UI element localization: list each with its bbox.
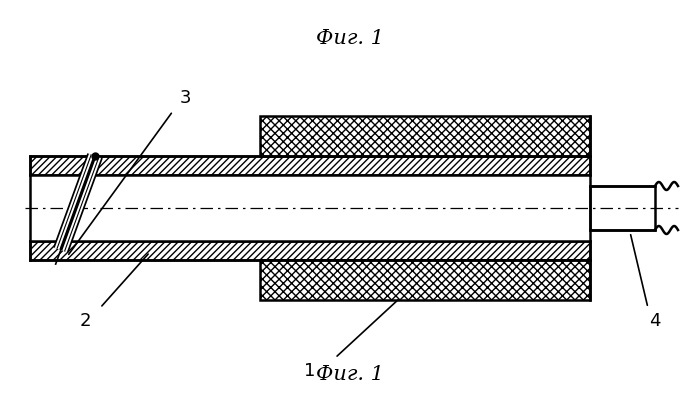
Bar [30, 156, 590, 175]
Bar [260, 260, 590, 300]
Text: 1: 1 [304, 362, 316, 380]
Bar [30, 175, 590, 241]
Bar [30, 241, 590, 260]
Text: 3: 3 [179, 89, 190, 107]
Text: Фиг. 1: Фиг. 1 [316, 29, 384, 48]
Bar [260, 116, 590, 156]
Bar [590, 186, 655, 230]
Text: Фиг. 1: Фиг. 1 [316, 365, 384, 384]
Text: 2: 2 [79, 312, 91, 330]
Text: 4: 4 [650, 312, 661, 330]
